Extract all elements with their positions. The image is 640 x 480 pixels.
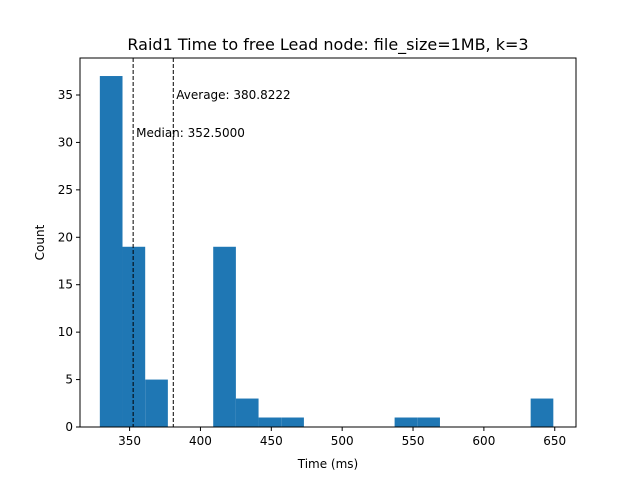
x-tick-label: 650 [543,434,566,448]
y-tick-label: 25 [58,183,73,197]
histogram-bar [145,379,168,427]
y-tick-label: 10 [58,325,73,339]
histogram-bar [99,76,123,428]
histogram-bar [530,398,554,427]
x-tick-label: 450 [260,434,283,448]
y-tick-label: 30 [58,135,73,149]
x-tick-label: 600 [472,434,495,448]
average-annotation: Average: 380.8222 [176,88,290,102]
histogram-bar [235,398,259,427]
y-axis-ticks: 0 5 10 15 20 25 30 35 [58,88,80,434]
histogram-bar [258,417,282,427]
y-tick-label: 15 [58,278,73,292]
x-tick-label: 350 [118,434,141,448]
reference-lines: Median: 352.5000 Average: 380.8222 [132,58,291,427]
y-axis-label: Count [33,224,47,260]
histogram-bar [213,246,236,427]
x-tick-label: 500 [331,434,354,448]
y-tick-label: 20 [58,230,73,244]
x-tick-label: 400 [189,434,212,448]
plot-frame [79,57,577,428]
y-tick-label: 5 [65,373,73,387]
y-tick-label: 0 [65,420,73,434]
x-tick-label: 550 [402,434,425,448]
histogram-bar [281,417,304,427]
histogram-bar [394,417,418,427]
histogram-bar [417,417,440,427]
histogram-bar [122,246,146,427]
x-axis-ticks: 350 400 450 500 550 600 650 [118,427,566,448]
y-tick-label: 35 [58,88,73,102]
bars-group [99,76,554,428]
chart-title: Raid1 Time to free Lead node: file_size=… [127,35,528,55]
x-axis-label: Time (ms) [297,457,359,471]
median-annotation: Median: 352.5000 [136,126,245,140]
